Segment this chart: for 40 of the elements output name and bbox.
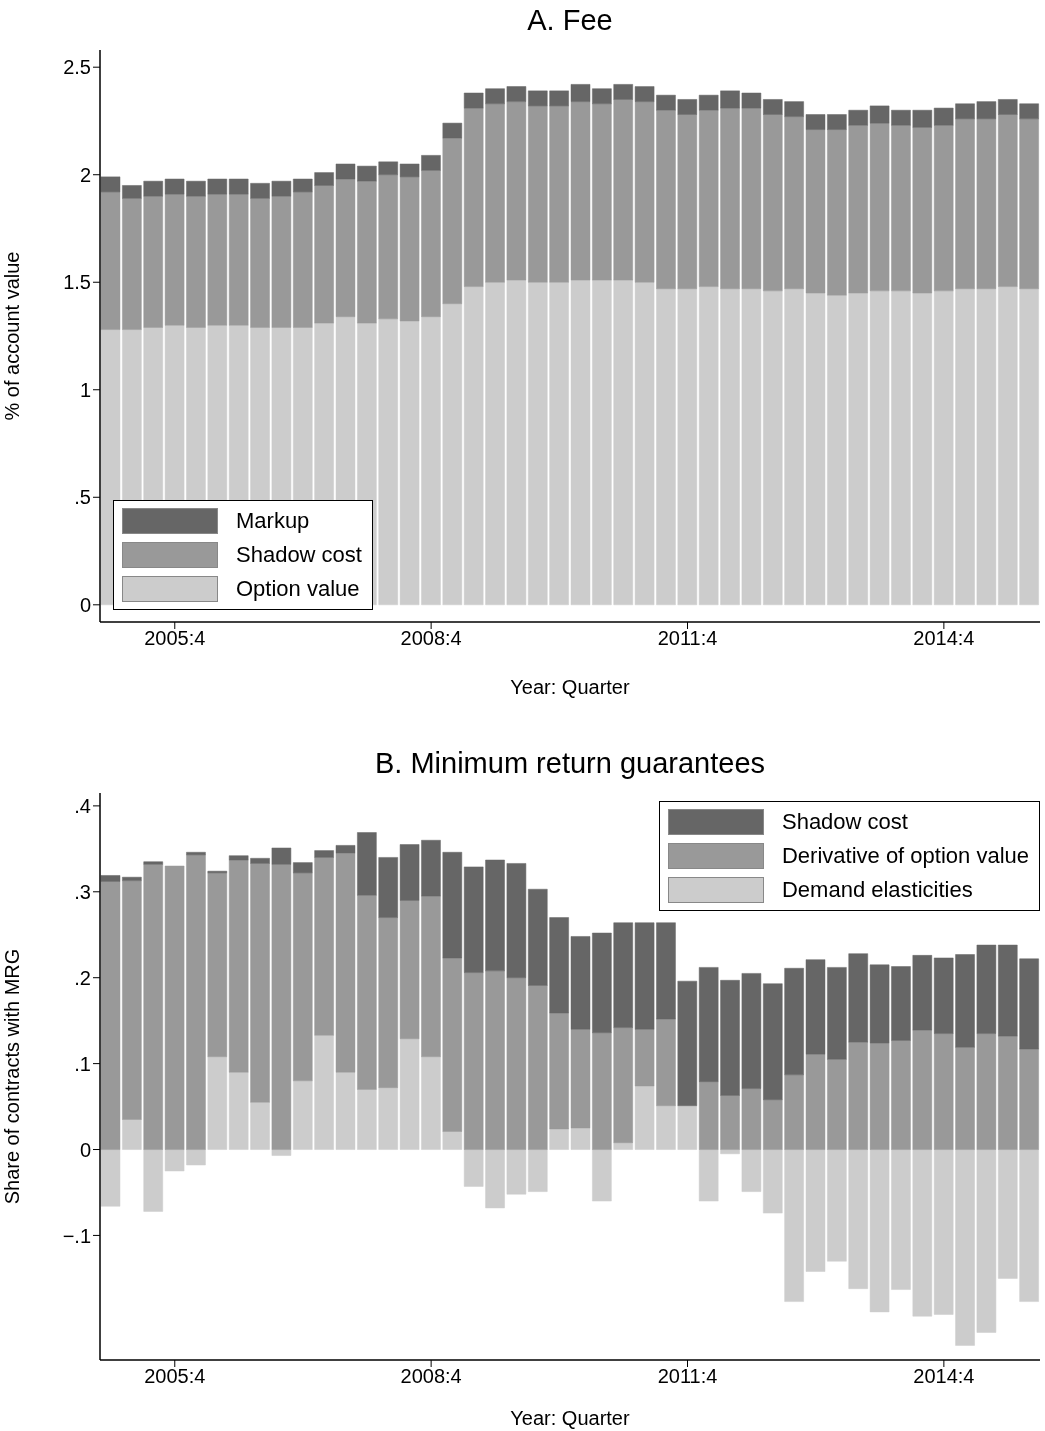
x-axis-title: Year: Quarter — [510, 1407, 630, 1429]
chart-title: B. Minimum return guarantees — [373, 747, 767, 780]
series-label: Option value — [236, 576, 360, 602]
bar — [143, 861, 163, 865]
x-tick-label: 2014:4 — [913, 1365, 975, 1388]
y-tick-label: −.1 — [62, 1224, 91, 1247]
y-axis-title: % of account value — [1, 251, 24, 421]
chart-title: A. Fee — [526, 4, 614, 37]
y-tick-label: .4 — [74, 794, 91, 817]
y-tick-label: .2 — [74, 966, 91, 989]
bar — [592, 1149, 612, 1202]
bar — [207, 1056, 228, 1150]
x-tick-label: 2005:4 — [144, 627, 206, 650]
legend-label: Markup — [236, 508, 310, 534]
x-tick-label: 2011:4 — [657, 627, 718, 650]
y-axis-title: Share of contracts with MRG — [1, 948, 24, 1205]
legend-label: Demand elasticities — [781, 877, 973, 903]
y-tick-label: .5 — [74, 486, 91, 509]
y-tick-label: .1 — [74, 1052, 91, 1075]
x-tick-label: 2008:4 — [400, 1365, 462, 1388]
bar — [186, 852, 206, 856]
bar — [271, 1149, 292, 1156]
y-tick-label: .3 — [74, 880, 91, 903]
bar — [122, 1119, 142, 1150]
y-tick-label: 1 — [79, 378, 91, 401]
x-tick-label: 2011:4 — [657, 1365, 718, 1388]
y-tick-label: 0 — [79, 593, 91, 616]
legend-label: Shadow cost — [236, 542, 362, 568]
x-tick-label: 2014:4 — [913, 627, 975, 650]
y-tick-label: 1.5 — [63, 271, 91, 294]
bar — [442, 122, 463, 139]
y-tick-label: 2 — [79, 163, 91, 186]
x-axis-title: Year: Quarter — [510, 676, 630, 698]
legend-label: Derivative of option value — [781, 843, 1029, 869]
bar — [100, 1149, 121, 1207]
y-tick-label: 0 — [79, 1138, 91, 1161]
legend-label: Shadow cost — [781, 809, 908, 835]
x-tick-label: 2008:4 — [400, 627, 462, 650]
y-tick-label: 2.5 — [63, 56, 91, 79]
x-tick-label: 2005:4 — [144, 1365, 206, 1388]
